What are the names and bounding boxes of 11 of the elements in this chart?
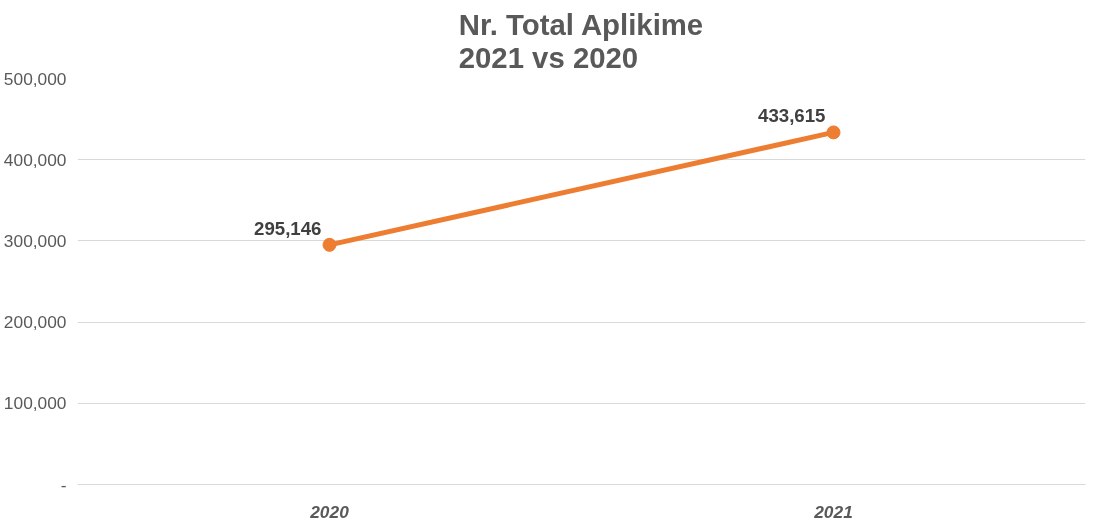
data-label: 433,615 (758, 105, 826, 127)
y-tick-label: - (60, 474, 67, 495)
y-tick-label: 100,000 (3, 393, 67, 414)
y-tick-label: 400,000 (3, 149, 67, 170)
y-tick-label: 300,000 (3, 230, 67, 251)
data-label: 295,146 (254, 217, 322, 239)
chart-title: Nr. Total Aplikime 2021 vs 2020 (458, 7, 704, 74)
y-tick-label: 500,000 (3, 68, 67, 89)
y-tick-label: 200,000 (3, 312, 67, 333)
x-tick-label: 2020 (309, 501, 350, 522)
x-tick-label: 2021 (813, 501, 853, 522)
